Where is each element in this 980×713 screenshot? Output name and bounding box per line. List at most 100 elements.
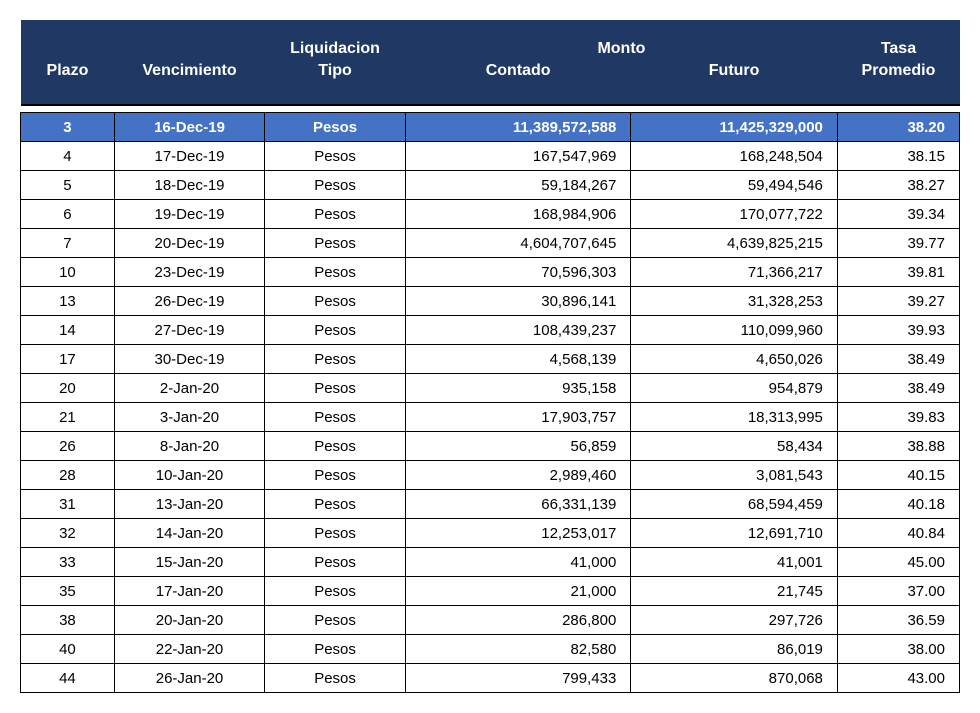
cell-tasa: 38.49 xyxy=(837,345,959,374)
cell-futuro: 71,366,217 xyxy=(631,258,838,287)
cell-vencimiento: 3-Jan-20 xyxy=(114,403,264,432)
header-futuro: Futuro xyxy=(631,60,838,105)
header-blank-plazo xyxy=(21,20,115,60)
cell-contado: 21,000 xyxy=(405,577,630,606)
cell-futuro: 297,726 xyxy=(631,606,838,635)
cell-plazo: 44 xyxy=(21,664,115,693)
cell-tipo: Pesos xyxy=(265,142,406,171)
table-body: 316-Dec-19Pesos11,389,572,58811,425,329,… xyxy=(21,105,960,693)
cell-tasa: 38.15 xyxy=(837,142,959,171)
cell-contado: 12,253,017 xyxy=(405,519,630,548)
cell-vencimiento: 18-Dec-19 xyxy=(114,171,264,200)
cell-vencimiento: 13-Jan-20 xyxy=(114,490,264,519)
cell-tipo: Pesos xyxy=(265,316,406,345)
cell-futuro: 168,248,504 xyxy=(631,142,838,171)
cell-vencimiento: 22-Jan-20 xyxy=(114,635,264,664)
cell-contado: 59,184,267 xyxy=(405,171,630,200)
cell-contado: 17,903,757 xyxy=(405,403,630,432)
cell-vencimiento: 8-Jan-20 xyxy=(114,432,264,461)
cell-futuro: 41,001 xyxy=(631,548,838,577)
cell-tasa: 38.27 xyxy=(837,171,959,200)
cell-contado: 2,989,460 xyxy=(405,461,630,490)
cell-tipo: Pesos xyxy=(265,606,406,635)
cell-tasa: 38.88 xyxy=(837,432,959,461)
cell-plazo: 21 xyxy=(21,403,115,432)
cell-contado: 56,859 xyxy=(405,432,630,461)
header-plazo: Plazo xyxy=(21,60,115,105)
cell-tasa: 43.00 xyxy=(837,664,959,693)
cell-futuro: 21,745 xyxy=(631,577,838,606)
cell-futuro: 11,425,329,000 xyxy=(631,113,838,142)
cell-futuro: 4,650,026 xyxy=(631,345,838,374)
cell-futuro: 3,081,543 xyxy=(631,461,838,490)
cell-plazo: 7 xyxy=(21,229,115,258)
cell-tasa: 39.93 xyxy=(837,316,959,345)
cell-contado: 82,580 xyxy=(405,635,630,664)
cell-vencimiento: 26-Jan-20 xyxy=(114,664,264,693)
cell-vencimiento: 20-Dec-19 xyxy=(114,229,264,258)
cell-plazo: 38 xyxy=(21,606,115,635)
cell-tipo: Pesos xyxy=(265,490,406,519)
cell-tipo: Pesos xyxy=(265,345,406,374)
cell-tasa: 39.27 xyxy=(837,287,959,316)
cell-plazo: 17 xyxy=(21,345,115,374)
header-tipo: Tipo xyxy=(265,60,406,105)
cell-vencimiento: 2-Jan-20 xyxy=(114,374,264,403)
cell-tasa: 40.84 xyxy=(837,519,959,548)
table-row: 2810-Jan-20Pesos2,989,4603,081,54340.15 xyxy=(21,461,960,490)
cell-plazo: 6 xyxy=(21,200,115,229)
cell-contado: 935,158 xyxy=(405,374,630,403)
cell-tipo: Pesos xyxy=(265,664,406,693)
table-row: 1326-Dec-19Pesos30,896,14131,328,25339.2… xyxy=(21,287,960,316)
cell-plazo: 20 xyxy=(21,374,115,403)
header-contado: Contado xyxy=(405,60,630,105)
cell-vencimiento: 14-Jan-20 xyxy=(114,519,264,548)
cell-vencimiento: 23-Dec-19 xyxy=(114,258,264,287)
header-tasa: Tasa xyxy=(837,20,959,60)
cell-plazo: 28 xyxy=(21,461,115,490)
cell-tipo: Pesos xyxy=(265,171,406,200)
header-vencimiento: Vencimiento xyxy=(114,60,264,105)
cell-tasa: 37.00 xyxy=(837,577,959,606)
cell-tasa: 38.49 xyxy=(837,374,959,403)
cell-contado: 4,604,707,645 xyxy=(405,229,630,258)
cell-plazo: 26 xyxy=(21,432,115,461)
table-row: 4022-Jan-20Pesos82,58086,01938.00 xyxy=(21,635,960,664)
cell-plazo: 32 xyxy=(21,519,115,548)
cell-tasa: 39.77 xyxy=(837,229,959,258)
cell-tipo: Pesos xyxy=(265,113,406,142)
cell-plazo: 13 xyxy=(21,287,115,316)
data-table: Liquidacion Monto Tasa Plazo Vencimiento… xyxy=(20,20,960,693)
cell-vencimiento: 26-Dec-19 xyxy=(114,287,264,316)
cell-plazo: 40 xyxy=(21,635,115,664)
cell-futuro: 954,879 xyxy=(631,374,838,403)
cell-vencimiento: 19-Dec-19 xyxy=(114,200,264,229)
cell-tasa: 39.81 xyxy=(837,258,959,287)
table-row: 3315-Jan-20Pesos41,00041,00145.00 xyxy=(21,548,960,577)
table-header: Liquidacion Monto Tasa Plazo Vencimiento… xyxy=(21,20,960,105)
cell-tipo: Pesos xyxy=(265,461,406,490)
cell-tasa: 45.00 xyxy=(837,548,959,577)
cell-futuro: 870,068 xyxy=(631,664,838,693)
cell-futuro: 12,691,710 xyxy=(631,519,838,548)
cell-vencimiento: 27-Dec-19 xyxy=(114,316,264,345)
table-row: 3214-Jan-20Pesos12,253,01712,691,71040.8… xyxy=(21,519,960,548)
cell-futuro: 86,019 xyxy=(631,635,838,664)
table-row: 1427-Dec-19Pesos108,439,237110,099,96039… xyxy=(21,316,960,345)
cell-plazo: 14 xyxy=(21,316,115,345)
cell-vencimiento: 30-Dec-19 xyxy=(114,345,264,374)
cell-tasa: 40.15 xyxy=(837,461,959,490)
cell-vencimiento: 17-Dec-19 xyxy=(114,142,264,171)
cell-contado: 168,984,906 xyxy=(405,200,630,229)
cell-futuro: 110,099,960 xyxy=(631,316,838,345)
cell-plazo: 31 xyxy=(21,490,115,519)
cell-contado: 167,547,969 xyxy=(405,142,630,171)
cell-futuro: 58,434 xyxy=(631,432,838,461)
cell-vencimiento: 17-Jan-20 xyxy=(114,577,264,606)
cell-plazo: 10 xyxy=(21,258,115,287)
cell-tipo: Pesos xyxy=(265,635,406,664)
cell-futuro: 4,639,825,215 xyxy=(631,229,838,258)
cell-tipo: Pesos xyxy=(265,229,406,258)
cell-tipo: Pesos xyxy=(265,200,406,229)
table-row: 316-Dec-19Pesos11,389,572,58811,425,329,… xyxy=(21,113,960,142)
